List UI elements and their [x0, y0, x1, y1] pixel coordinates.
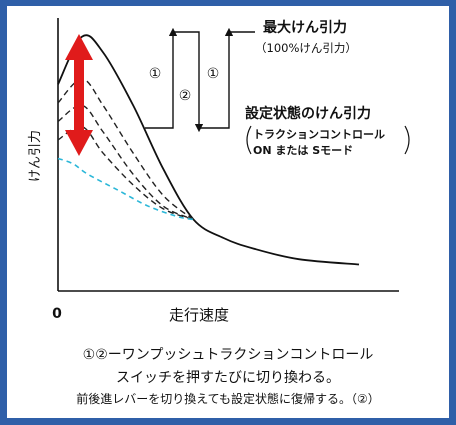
max-traction-sub: （100%けん引力）	[255, 41, 357, 55]
traction-range-arrow	[65, 34, 93, 156]
left-paren	[246, 125, 252, 155]
step-1a-label: ①	[149, 66, 162, 82]
caption-line-1: ①②ーワンプッシュトラクションコントロール	[82, 347, 374, 363]
caption-line-2: スイッチを押すたびに切り換わる。	[116, 370, 340, 386]
max-traction-title: 最大けん引力	[263, 19, 347, 36]
step-2-label: ②	[179, 88, 192, 104]
max-traction-curve	[57, 34, 360, 266]
y-axis-label: けん引力	[28, 130, 43, 182]
set-traction-sub1: トラクションコントロール	[253, 128, 385, 141]
step-1b-label: ①	[207, 66, 220, 82]
set-traction-title: 設定状態のけん引力	[245, 105, 371, 122]
traction-level-curve-2	[57, 104, 194, 221]
right-paren	[404, 125, 410, 155]
switch-step-diagram	[145, 27, 255, 133]
traction-level-curve-3	[57, 125, 194, 221]
caption-line-3: 前後進レバーを切り換えても設定状態に復帰する。（②）	[76, 392, 380, 406]
traction-chart: けん引力 走行速度 0 ① ② ① 最大けん引力 （10	[28, 18, 410, 324]
figure-panel: けん引力 走行速度 0 ① ② ① 最大けん引力 （10	[7, 6, 449, 418]
x-axis-label: 走行速度	[169, 306, 229, 324]
x-origin-label: 0	[52, 306, 62, 322]
set-traction-sub2: ON または Sモード	[253, 144, 353, 157]
